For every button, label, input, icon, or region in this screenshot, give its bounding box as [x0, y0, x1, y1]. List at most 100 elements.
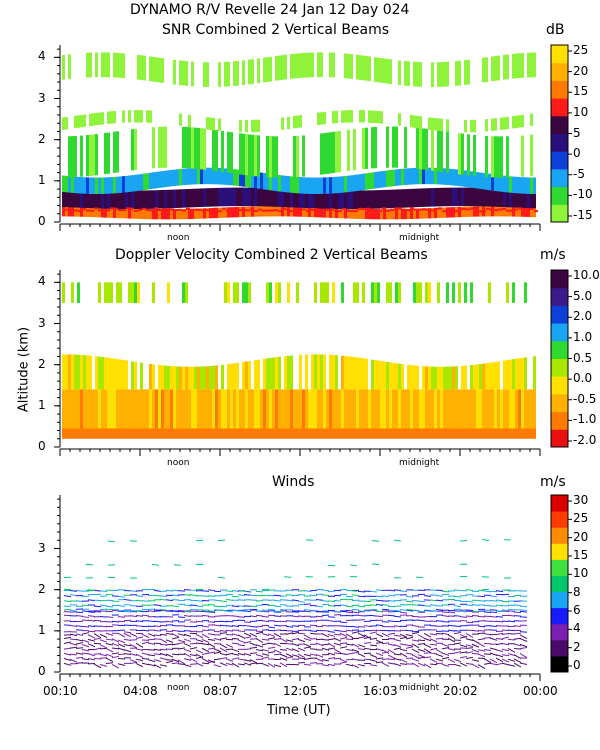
wind-barb — [429, 599, 438, 602]
wind-barb — [159, 643, 168, 646]
velocity-cell — [77, 389, 80, 429]
wind-barb — [159, 598, 168, 601]
snr-cell — [454, 210, 458, 213]
snr-cell — [113, 176, 116, 194]
snr-cell — [227, 131, 230, 173]
snr-cell — [506, 175, 509, 193]
wind-barb — [471, 649, 480, 653]
velocity-cell — [440, 428, 443, 439]
snr-cell — [116, 176, 119, 194]
wind-barb — [129, 610, 138, 613]
velocity-cell — [107, 389, 110, 429]
snr-cell — [239, 133, 242, 175]
snr-cell — [527, 177, 530, 194]
snr-cell — [466, 208, 470, 211]
wind-barb — [417, 642, 426, 645]
wind-barb — [519, 605, 528, 608]
velocity-cell — [380, 361, 383, 390]
snr-cell — [462, 207, 466, 210]
snr-cell — [250, 207, 254, 210]
velocity-cell — [380, 428, 383, 439]
snr-cell — [210, 209, 214, 212]
velocity-cell — [149, 389, 152, 429]
velocity-cell — [155, 389, 158, 429]
wind-barb — [201, 662, 210, 665]
wind-barb — [441, 646, 450, 650]
velocity-cell — [245, 361, 248, 390]
snr-cell — [491, 174, 494, 191]
wind-barb — [261, 610, 270, 613]
velocity-cell — [533, 389, 536, 429]
snr-cell — [347, 110, 350, 123]
velocity-cell — [509, 359, 512, 390]
snr-cell — [107, 132, 110, 174]
velocity-cell — [266, 282, 269, 303]
snr-cell — [221, 130, 224, 173]
wind-barb — [387, 654, 396, 659]
velocity-cell — [146, 389, 149, 429]
wind-barb — [489, 637, 498, 641]
wind-barb — [249, 646, 258, 649]
snr-cell — [254, 171, 257, 189]
snr-cell — [86, 189, 89, 209]
velocity-cell — [506, 428, 509, 439]
snr-cell — [92, 189, 95, 209]
velocity-cell — [206, 366, 209, 390]
velocity-cell — [239, 428, 242, 439]
snr-cell — [146, 208, 149, 220]
wind-barb — [327, 619, 336, 622]
wind-barb — [141, 614, 150, 617]
velocity-cell — [383, 389, 386, 429]
snr-cell — [500, 117, 503, 130]
velocity-cell — [347, 356, 350, 390]
snr-cell — [290, 176, 293, 193]
wind-barb — [411, 648, 420, 654]
snr-cell — [494, 56, 497, 81]
snr-cell — [209, 167, 212, 185]
wind-barb — [237, 663, 246, 666]
snr-cell — [473, 135, 476, 177]
velocity-cell — [137, 282, 140, 303]
wind-barb — [279, 649, 288, 651]
velocity-cell — [458, 389, 461, 429]
velocity-cell — [185, 428, 188, 439]
velocity-cell — [371, 389, 374, 429]
snr-cell — [455, 187, 458, 207]
wind-barb — [519, 610, 528, 613]
snr-cell — [98, 209, 102, 212]
snr-cell — [437, 167, 440, 185]
wind-barb — [105, 605, 114, 608]
wind-barb — [495, 654, 504, 658]
wind-barb — [201, 647, 210, 653]
wind-barb — [303, 637, 312, 642]
velocity-cell — [236, 282, 239, 303]
velocity-cell — [404, 389, 407, 429]
snr-cell — [347, 53, 350, 79]
snr-cell — [486, 207, 490, 210]
snr-cell — [410, 207, 414, 210]
wind-barb — [417, 619, 426, 622]
wind-barb — [471, 610, 480, 613]
snr-cell — [278, 188, 281, 207]
snr-cell — [491, 206, 494, 217]
snr-cell — [287, 206, 290, 217]
snr-cell — [320, 52, 323, 78]
wind-barb — [273, 632, 282, 638]
snr-cell — [287, 188, 290, 208]
wind-barb — [399, 609, 408, 611]
snr-cell — [371, 208, 374, 220]
wind-barb — [333, 648, 342, 654]
velocity-cell — [167, 365, 170, 390]
velocity-cell — [518, 389, 521, 429]
wind-barb — [459, 610, 468, 613]
snr-cell — [464, 187, 467, 207]
wind-barb — [279, 662, 288, 668]
wind-barb — [243, 648, 252, 650]
velocity-cell — [287, 389, 290, 429]
velocity-cell — [317, 354, 320, 390]
snr-cell — [251, 119, 254, 133]
wind-barb — [219, 620, 228, 623]
velocity-cell — [140, 389, 143, 429]
wind-barb — [417, 639, 426, 642]
wind-barb — [159, 608, 168, 611]
